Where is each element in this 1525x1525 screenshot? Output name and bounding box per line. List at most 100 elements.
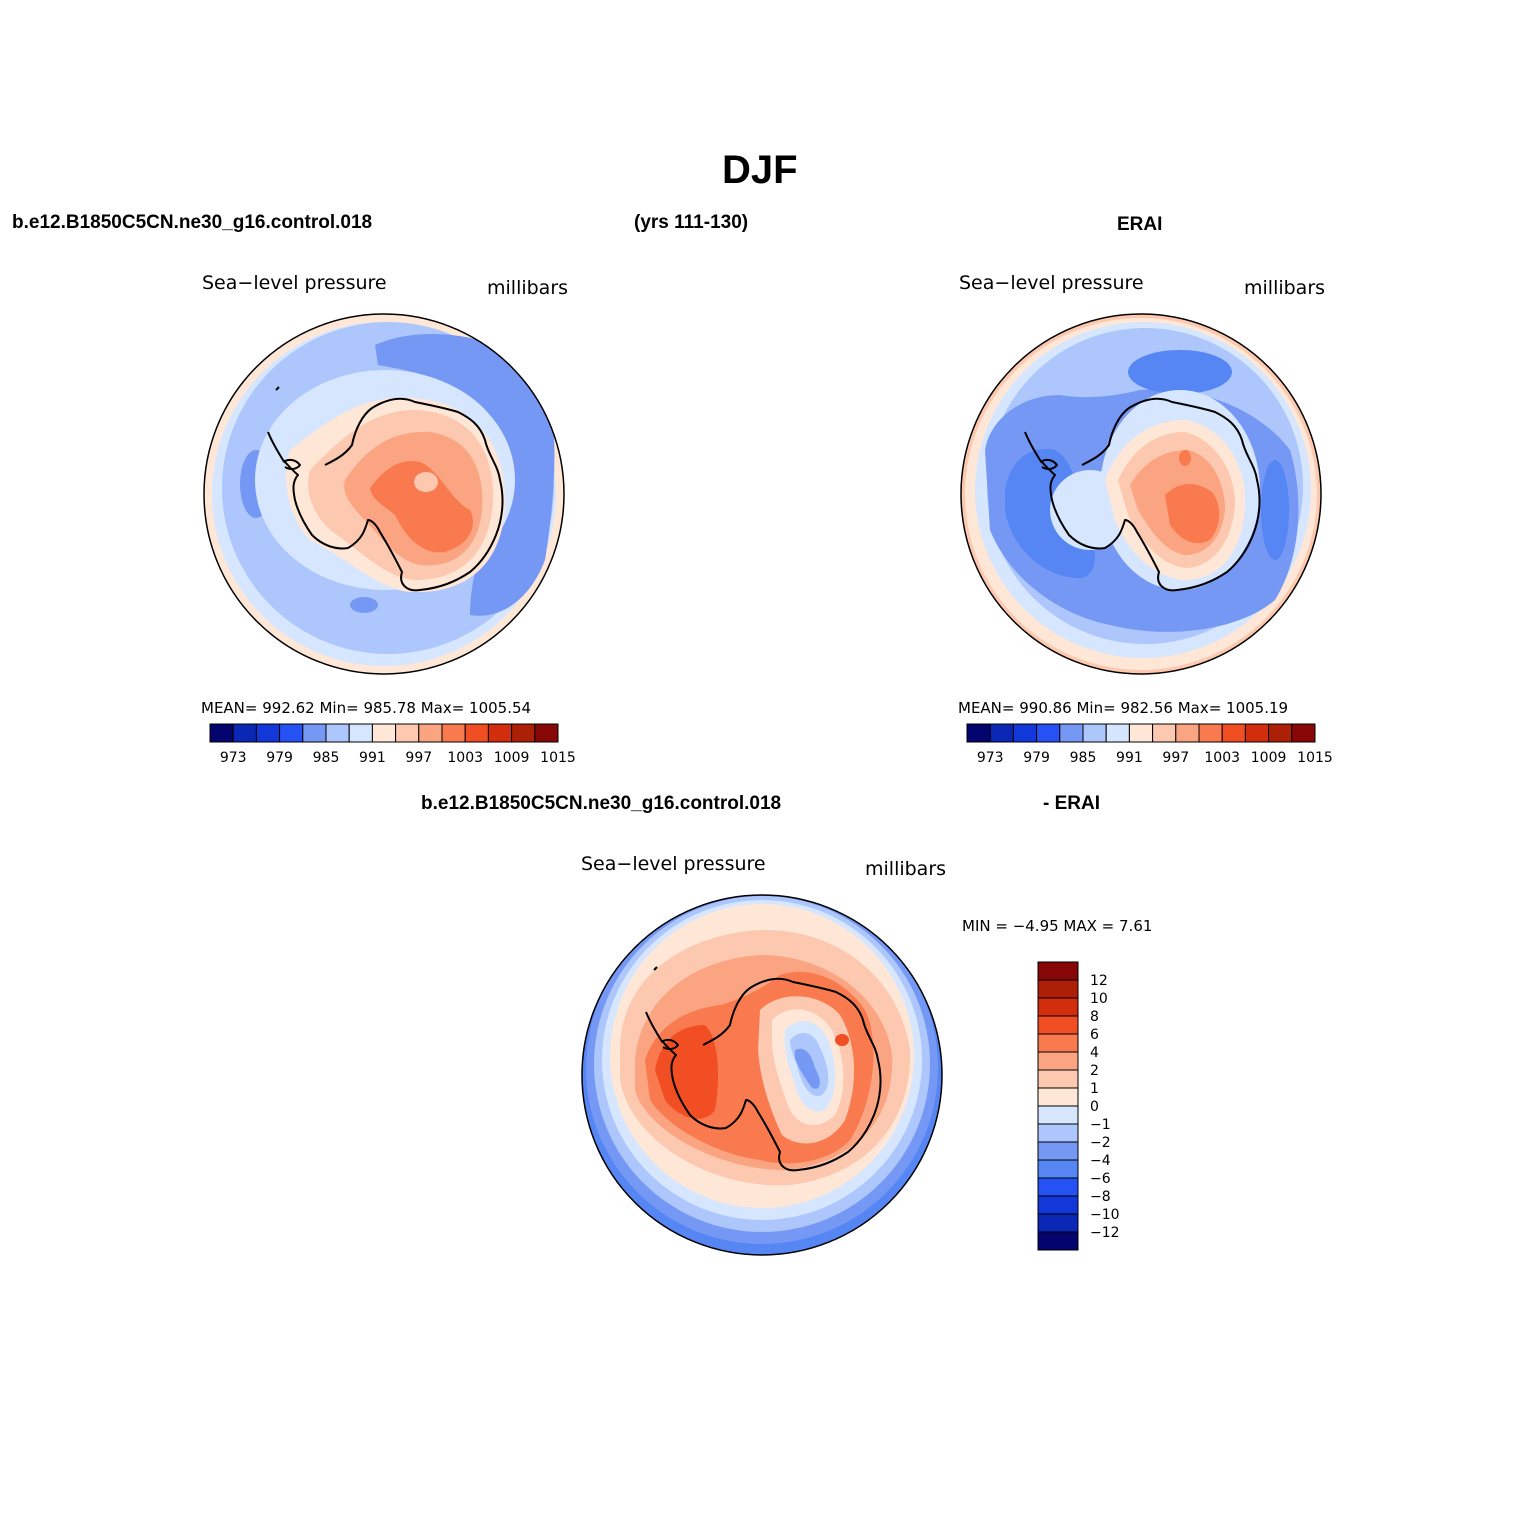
model-colorbar-swatch [534, 723, 559, 743]
obs-colorbar-tick-label: 985 [1070, 750, 1097, 766]
obs-map [961, 314, 1321, 674]
model-colorbar-tick-label: 1009 [494, 750, 530, 766]
model-colorbar-swatch [487, 723, 513, 743]
diff-colorbar-swatch [1037, 1105, 1079, 1125]
diff-colorbar-tick-label: −2 [1090, 1135, 1111, 1151]
model-colorbar-swatch [325, 723, 350, 743]
obs-colorbar-swatch [1105, 723, 1130, 743]
obs-colorbar: 973 979 985 991 997 1003 1009 1015 [966, 723, 1333, 766]
diff-case-label: b.e12.B1850C5CN.ne30_g16.control.018 [421, 793, 782, 814]
diff-colorbar-tick-label: 2 [1090, 1063, 1099, 1079]
model-panel-title: Sea−level pressure [202, 272, 387, 294]
model-colorbar-swatch [511, 723, 536, 743]
model-map [204, 314, 564, 674]
diff-colorbar-tick-label: 10 [1090, 991, 1108, 1007]
obs-colorbar-swatch [989, 723, 1014, 743]
diff-colorbar-tick-label: 6 [1090, 1027, 1099, 1043]
obs-panel-units: millibars [1244, 277, 1326, 299]
model-colorbar-tick-label: 973 [220, 750, 247, 766]
diff-colorbar-swatch [1037, 1177, 1079, 1197]
diff-colorbar-tick-label: 8 [1090, 1009, 1099, 1025]
obs-colorbar-swatch [1221, 723, 1246, 743]
obs-colorbar-swatch [1082, 723, 1107, 743]
model-colorbar-swatch [348, 723, 373, 743]
diff-suffix-label: - ERAI [1043, 793, 1100, 814]
model-colorbar-tick-label: 1015 [540, 750, 576, 766]
diff-colorbar-tick-label: −4 [1090, 1153, 1111, 1169]
diff-colorbar-swatch [1037, 1051, 1079, 1071]
diff-colorbar-tick-label: 1 [1090, 1081, 1099, 1097]
obs-colorbar-swatch [1268, 723, 1293, 743]
diff-coastline [645, 966, 882, 1172]
obs-label: ERAI [1117, 214, 1163, 235]
diff-colorbar-swatch [1037, 961, 1079, 981]
model-colorbar-swatch [255, 723, 281, 743]
model-colorbar-swatch [279, 723, 304, 743]
diff-colorbar-swatch [1037, 1123, 1079, 1143]
obs-colorbar-swatch [1036, 723, 1061, 743]
obs-map-border [960, 313, 1322, 675]
model-colorbar-tick-label: 1003 [447, 750, 483, 766]
obs-panel-title: Sea−level pressure [959, 272, 1144, 294]
diff-panel-title: Sea−level pressure [581, 853, 766, 875]
diff-colorbar-swatch [1037, 979, 1079, 999]
diff-colorbar-swatch [1037, 1033, 1079, 1053]
diff-colorbar-tick-label: 4 [1090, 1045, 1099, 1061]
years-label: (yrs 111-130) [634, 212, 749, 233]
model-colorbar-swatch [418, 723, 443, 743]
obs-colorbar-tick-label: 1015 [1297, 750, 1333, 766]
model-coastline [267, 386, 504, 592]
diff-colorbar-tick-label: −6 [1090, 1171, 1111, 1187]
model-colorbar-swatch [371, 723, 397, 743]
diff-colorbar-tick-label: 0 [1090, 1099, 1099, 1115]
model-colorbar-swatch [232, 723, 257, 743]
diff-stats: MIN = −4.95 MAX = 7.61 [962, 917, 1153, 935]
obs-colorbar-swatch [1059, 723, 1084, 743]
obs-colorbar-swatch [1175, 723, 1200, 743]
obs-stats: MEAN= 990.86 Min= 982.56 Max= 1005.19 [958, 699, 1289, 717]
model-colorbar-tick-label: 991 [359, 750, 386, 766]
model-colorbar-tick-label: 985 [313, 750, 340, 766]
obs-colorbar-tick-label: 1003 [1204, 750, 1240, 766]
model-colorbar-tick-label: 997 [405, 750, 432, 766]
obs-colorbar-tick-label: 997 [1162, 750, 1189, 766]
obs-colorbar-swatch [1291, 723, 1316, 743]
obs-colorbar-swatch [1128, 723, 1154, 743]
diff-colorbar-swatch [1037, 1231, 1079, 1251]
obs-colorbar-swatch [1244, 723, 1270, 743]
diff-colorbar-tick-label: −10 [1090, 1207, 1120, 1223]
diff-colorbar-tick-label: −8 [1090, 1189, 1111, 1205]
diff-map-border [581, 894, 943, 1256]
obs-colorbar-tick-label: 991 [1116, 750, 1143, 766]
diff-colorbar-swatch [1037, 1141, 1079, 1161]
obs-colorbar-tick-label: 973 [977, 750, 1004, 766]
model-stats: MEAN= 992.62 Min= 985.78 Max= 1005.54 [201, 699, 532, 717]
obs-colorbar-tick-label: 979 [1023, 750, 1050, 766]
diff-colorbar-tick-label: −1 [1090, 1117, 1111, 1133]
model-colorbar-swatch [302, 723, 327, 743]
model-colorbar-tick-label: 979 [266, 750, 293, 766]
diff-colorbar-swatch [1037, 1213, 1079, 1233]
diff-map [582, 895, 942, 1255]
diff-colorbar-swatch [1037, 997, 1079, 1017]
diff-colorbar-tick-label: −12 [1090, 1225, 1120, 1241]
obs-colorbar-swatch [966, 723, 991, 743]
obs-colorbar-swatch [1152, 723, 1177, 743]
obs-coastline [1024, 397, 1261, 592]
diff-colorbar-tick-label: 12 [1090, 973, 1108, 989]
model-colorbar: 973 979 985 991 997 1003 1009 1015 [209, 723, 576, 766]
obs-colorbar-tick-label: 1009 [1251, 750, 1287, 766]
model-panel-units: millibars [487, 277, 569, 299]
diff-colorbar-swatch [1037, 1015, 1079, 1035]
model-colorbar-swatch [464, 723, 489, 743]
diff-colorbar-swatch [1037, 1195, 1079, 1215]
diff-colorbar-swatch [1037, 1087, 1079, 1107]
diff-panel-units: millibars [865, 858, 947, 880]
diff-colorbar-swatch [1037, 1159, 1079, 1179]
figure-title: DJF [722, 148, 798, 192]
model-colorbar-swatch [209, 723, 234, 743]
diff-colorbar-swatch [1037, 1069, 1079, 1089]
model-map-border [203, 313, 565, 675]
